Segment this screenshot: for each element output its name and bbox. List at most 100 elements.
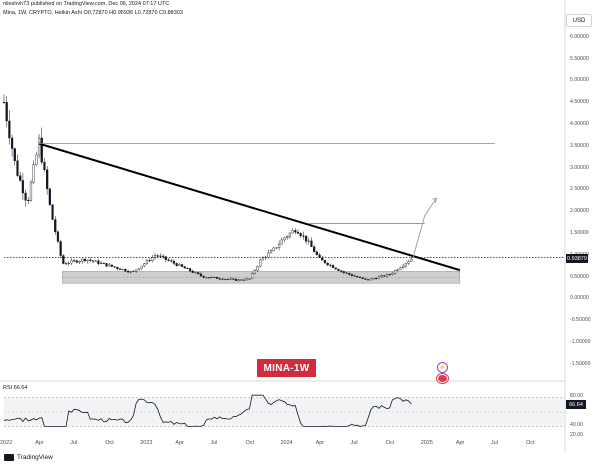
- x-tick-label: Oct: [105, 440, 114, 446]
- candle-body: [248, 278, 251, 280]
- candle-body: [110, 264, 113, 267]
- projection-path: [412, 197, 437, 258]
- x-tick-label: Oct: [245, 440, 254, 446]
- y-tick-label: -1.00000: [570, 339, 591, 346]
- candle-body: [207, 277, 211, 279]
- candle-body: [385, 274, 389, 277]
- publisher-line: nileshvh73 published on TradingView.com,…: [3, 1, 170, 7]
- candle-body: [118, 268, 122, 270]
- candle-body: [102, 262, 105, 264]
- candle-body: [383, 275, 386, 277]
- candle-body: [251, 273, 254, 279]
- candle-body: [313, 246, 316, 253]
- candle-body: [43, 162, 46, 171]
- candle-body: [388, 274, 391, 276]
- rsi-tick-40: 40.00: [570, 422, 583, 428]
- y-tick-label: 3.50000: [570, 142, 589, 149]
- x-tick-label: Apr: [175, 440, 184, 446]
- candle-body: [108, 264, 111, 267]
- candle-body: [348, 272, 351, 275]
- candle-body: [16, 160, 19, 176]
- candle-body: [151, 257, 154, 261]
- candle-body: [315, 251, 318, 255]
- candle-body: [97, 260, 100, 264]
- us-flag-icon[interactable]: [437, 374, 448, 383]
- candle-body: [353, 275, 356, 277]
- lightning-icon[interactable]: ⚡: [437, 362, 448, 373]
- candle-body: [137, 268, 140, 271]
- candle-body: [121, 269, 124, 271]
- candle-body: [145, 260, 149, 264]
- candle-body: [321, 257, 324, 261]
- y-tick-label: -0.50000: [570, 317, 591, 324]
- candle-body: [391, 273, 394, 275]
- y-tick-label: 3.00000: [570, 164, 589, 171]
- x-tick-label: 2024: [280, 440, 293, 446]
- x-tick-label: Apr: [35, 440, 44, 446]
- candle-body: [396, 269, 399, 271]
- candle-body: [234, 278, 238, 281]
- x-tick-label: Jul: [210, 440, 218, 446]
- candle-body: [35, 154, 38, 165]
- candle-body: [24, 192, 27, 201]
- candle-body: [340, 270, 343, 272]
- candle-body: [224, 278, 227, 280]
- rsi-value-tag: 66.64: [566, 400, 586, 409]
- candle-body: [113, 266, 116, 268]
- candle-body: [27, 200, 30, 202]
- candle-body: [159, 255, 162, 257]
- rsi-line: [3, 394, 412, 427]
- candle-body: [410, 258, 413, 262]
- candle-body: [64, 263, 68, 265]
- candle-body: [94, 260, 97, 262]
- candle-body: [156, 255, 159, 257]
- candle-body: [232, 278, 235, 280]
- candle-body: [302, 235, 305, 237]
- candle-body: [210, 276, 213, 278]
- currency-button[interactable]: USD: [566, 14, 592, 27]
- candle-body: [170, 260, 173, 262]
- candle-body: [183, 266, 186, 269]
- candle-body: [67, 262, 70, 264]
- rsi-tick-80: 80.00: [570, 393, 583, 399]
- candle-body: [240, 279, 243, 281]
- candle-body: [237, 279, 240, 281]
- x-tick-label: Oct: [385, 440, 395, 446]
- candle-body: [73, 260, 76, 262]
- candle-body: [380, 275, 383, 277]
- candle-body: [286, 236, 289, 238]
- x-tick-label: Apr: [315, 440, 325, 446]
- candle-body: [310, 240, 313, 248]
- candle-body: [275, 247, 278, 249]
- candle-body: [89, 259, 92, 261]
- candle-body: [358, 276, 362, 278]
- candle-body: [350, 274, 354, 276]
- candle-body: [267, 252, 270, 258]
- candle-body: [13, 148, 16, 162]
- candle-body: [337, 268, 340, 271]
- candle-body: [40, 137, 43, 163]
- candle-body: [46, 169, 49, 190]
- candle-body: [8, 120, 11, 139]
- x-tick-label: Oct: [525, 440, 535, 446]
- candle-body: [148, 260, 151, 262]
- y-tick-label: 5.00000: [570, 77, 589, 84]
- candle-body: [191, 270, 194, 273]
- candle-body: [283, 237, 286, 241]
- candle-body: [364, 278, 367, 280]
- candle-body: [175, 263, 178, 266]
- candle-body: [215, 276, 219, 279]
- brand-text: TradingView: [17, 454, 53, 461]
- x-tick-label: 2022: [0, 440, 13, 446]
- candle-body: [372, 278, 375, 280]
- candle-body: [105, 263, 108, 267]
- tradingview-brand[interactable]: TradingView: [4, 454, 53, 461]
- candle-body: [37, 137, 41, 156]
- candle-body: [162, 255, 165, 257]
- candle-body: [180, 264, 184, 267]
- symbol-line: Mina, 1W, CRYPTO, Heikin Ashi: [3, 10, 82, 16]
- candle-body: [304, 235, 308, 242]
- y-tick-label: 4.00000: [570, 120, 589, 127]
